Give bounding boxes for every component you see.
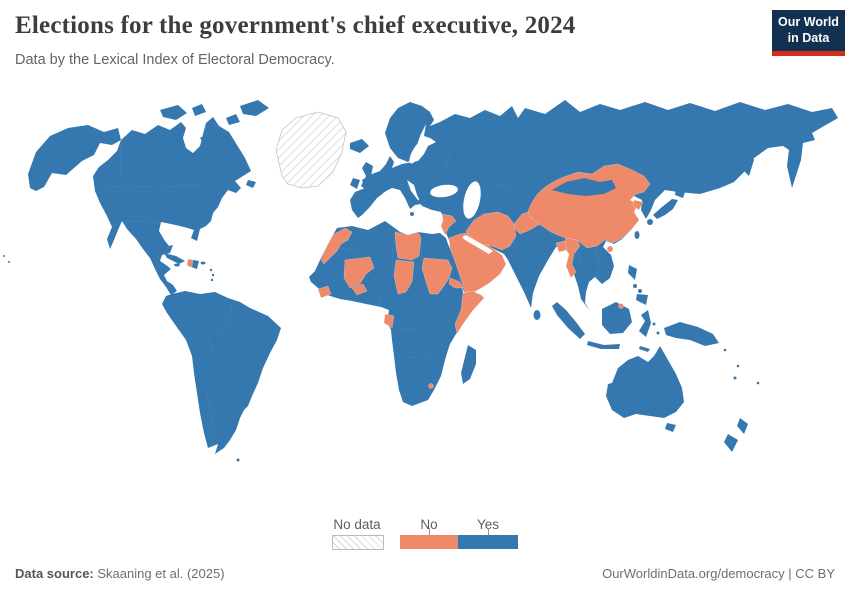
island-borneo[interactable] (602, 302, 632, 334)
island-jamaica[interactable] (174, 263, 180, 267)
country-madagascar[interactable] (461, 345, 476, 384)
region-south-america[interactable] (162, 291, 281, 454)
island-puerto-rico[interactable] (200, 261, 206, 265)
legend-label-no-data: No data (333, 517, 381, 532)
country-greenland[interactable] (275, 111, 347, 189)
island-tasmania[interactable] (665, 423, 676, 432)
island-antilles[interactable] (210, 278, 214, 282)
legend-label-no: No (420, 517, 438, 532)
baltic-sea (409, 140, 425, 164)
country-cuba[interactable] (164, 253, 185, 264)
legend-swatch-no-data[interactable] (332, 535, 384, 550)
country-iceland[interactable] (350, 139, 369, 153)
country-japan[interactable] (653, 187, 686, 219)
country-north-korea[interactable] (632, 199, 644, 211)
country-alaska[interactable] (28, 125, 121, 191)
country-somalia[interactable] (454, 290, 485, 335)
legend-swatch-yes[interactable] (458, 535, 518, 549)
persian-gulf (462, 235, 493, 254)
island-hainan[interactable] (606, 245, 614, 253)
country-united-kingdom[interactable] (361, 162, 375, 191)
country-syria-jordan[interactable] (440, 213, 457, 236)
chart-footer: Data source: Skaaning et al. (2025) OurW… (0, 566, 850, 581)
footer-license[interactable]: CC BY (795, 566, 835, 581)
data-source-value: Skaaning et al. (2025) (93, 566, 225, 581)
country-bangladesh[interactable] (555, 240, 568, 253)
country-sri-lanka[interactable] (533, 310, 541, 320)
island-hawaii[interactable] (3, 255, 5, 257)
island-antilles[interactable] (211, 273, 215, 277)
country-new-zealand[interactable] (724, 418, 748, 452)
island-hawaii[interactable] (8, 261, 10, 263)
country-iran[interactable] (465, 211, 517, 251)
country-eritrea[interactable] (448, 277, 464, 289)
island-moluccas[interactable] (656, 331, 660, 335)
island-vanuatu[interactable] (736, 364, 740, 368)
page-title: Elections for the government's chief exe… (15, 12, 576, 39)
caspian-sea (463, 181, 481, 219)
logo-line2: in Data (787, 30, 830, 45)
country-burkina-faso[interactable] (351, 283, 368, 296)
footer-links: OurWorldinData.org/democracy | CC BY (602, 566, 835, 581)
country-ireland[interactable] (350, 178, 360, 189)
island-moluccas[interactable] (652, 322, 656, 326)
country-borders (97, 140, 601, 451)
island-sumatra[interactable] (552, 302, 585, 339)
country-haiti[interactable] (186, 258, 194, 268)
legend-label-yes: Yes (476, 517, 500, 532)
island-antilles[interactable] (209, 268, 213, 272)
island-new-caledonia[interactable] (733, 376, 737, 380)
owid-logo[interactable]: Our World in Data (772, 10, 845, 56)
island-visayas[interactable] (638, 289, 642, 293)
country-eswatini[interactable] (428, 383, 434, 389)
country-philippines[interactable] (628, 265, 648, 305)
country-libya[interactable] (394, 231, 422, 261)
country-china[interactable] (527, 163, 651, 249)
country-mongolia[interactable] (552, 178, 616, 196)
island-fiji[interactable] (756, 381, 760, 385)
region-arctic-islands[interactable] (160, 100, 269, 152)
data-source-label: Data source: (15, 566, 94, 581)
island-solomons[interactable] (723, 348, 727, 352)
island-sakhalin[interactable] (744, 149, 754, 176)
region-north-america[interactable] (93, 117, 251, 295)
country-taiwan[interactable] (634, 231, 640, 239)
black-sea (430, 184, 458, 198)
country-morocco-western-sahara[interactable] (320, 227, 353, 265)
chart-subtitle: Data by the Lexical Index of Electoral D… (15, 52, 335, 68)
country-australia[interactable] (606, 346, 684, 418)
country-sudan-south-sudan[interactable] (421, 257, 453, 295)
legend-tick (429, 528, 430, 535)
island-timor[interactable] (639, 346, 650, 352)
island-sulawesi[interactable] (639, 310, 651, 337)
footer-url[interactable]: OurWorldinData.org/democracy (602, 566, 785, 581)
logo-line1: Our World (778, 14, 839, 29)
island-kyushu[interactable] (647, 219, 653, 225)
island-new-guinea[interactable] (664, 322, 719, 346)
data-source: Data source: Skaaning et al. (2025) (15, 566, 225, 581)
world-map[interactable] (0, 88, 850, 510)
island-java[interactable] (587, 341, 620, 349)
country-gabon[interactable] (383, 313, 395, 329)
island-newfoundland[interactable] (246, 180, 256, 188)
country-mali[interactable] (343, 256, 375, 289)
country-brunei[interactable] (618, 303, 624, 309)
legend-swatch-no[interactable] (400, 535, 458, 549)
island-sicily[interactable] (410, 212, 414, 216)
country-myanmar[interactable] (562, 237, 581, 279)
legend-tick (488, 528, 489, 535)
country-guinea[interactable] (317, 285, 332, 299)
footer-separator: | (784, 566, 796, 581)
island-falklands[interactable] (236, 458, 240, 462)
island-visayas[interactable] (633, 284, 637, 288)
